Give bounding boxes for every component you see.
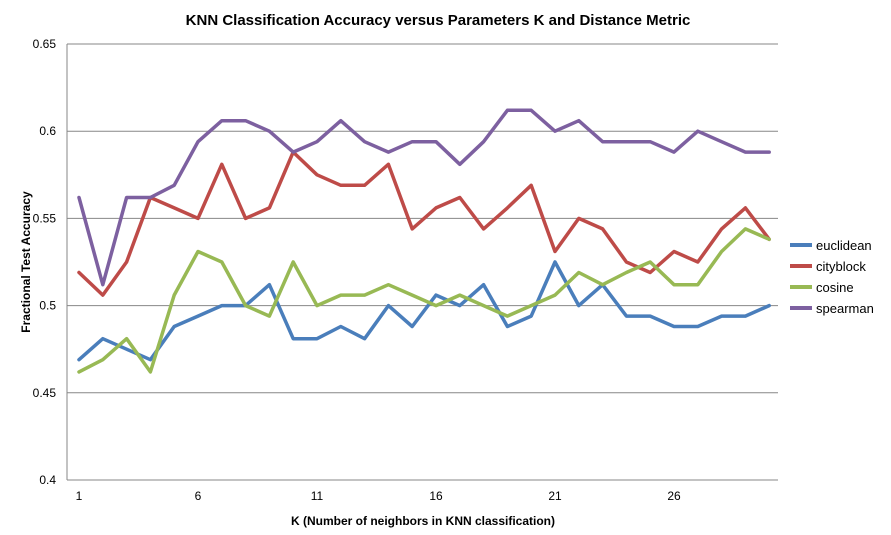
series-lines — [79, 110, 769, 372]
legend-label-cityblock: cityblock — [816, 259, 866, 274]
series-line-cosine — [79, 229, 769, 372]
y-tick-label: 0.4 — [39, 473, 56, 487]
y-tick-label: 0.6 — [39, 124, 56, 138]
legend: euclidean cityblock cosine spearman — [790, 238, 874, 316]
x-tick-label: 1 — [76, 489, 83, 503]
y-axis-title: Fractional Test Accuracy — [19, 191, 33, 333]
legend-label-cosine: cosine — [816, 280, 854, 295]
x-axis-title: K (Number of neighbors in KNN classifica… — [291, 514, 555, 528]
y-tick-label: 0.5 — [39, 299, 56, 313]
x-tick-label: 16 — [429, 489, 443, 503]
chart-title: KNN Classification Accuracy versus Param… — [186, 12, 691, 29]
x-tick-label: 6 — [195, 489, 202, 503]
y-tick-labels: 0.4 0.45 0.5 0.55 0.6 0.65 — [33, 37, 57, 487]
legend-label-euclidean: euclidean — [816, 238, 872, 253]
legend-label-spearman: spearman — [816, 301, 874, 316]
y-tick-label: 0.65 — [33, 37, 57, 51]
x-tick-labels: 1 6 11 16 21 26 — [76, 489, 681, 503]
y-tick-label: 0.55 — [33, 211, 57, 225]
x-tick-label: 26 — [667, 489, 681, 503]
x-tick-label: 11 — [311, 489, 324, 503]
gridlines — [67, 44, 778, 480]
x-tick-label: 21 — [548, 489, 562, 503]
y-tick-label: 0.45 — [33, 386, 57, 400]
